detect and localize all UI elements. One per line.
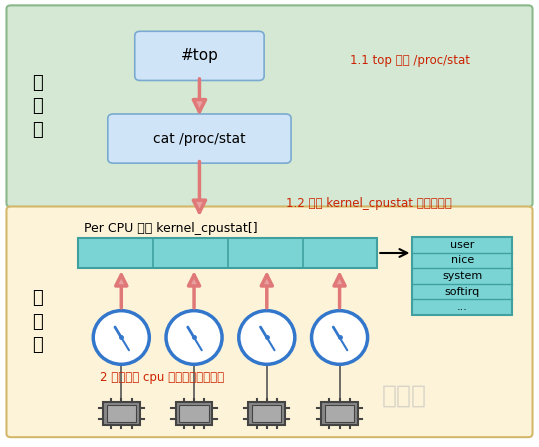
Ellipse shape [239,311,295,364]
Text: 1.2 汇总 kernel_cpustat 变量并输出: 1.2 汇总 kernel_cpustat 变量并输出 [286,197,452,210]
Text: nice: nice [451,255,474,266]
Text: user: user [450,240,474,250]
FancyBboxPatch shape [108,114,291,163]
Text: Per CPU 变量 kernel_cpustat[]: Per CPU 变量 kernel_cpustat[] [84,222,257,236]
Text: 2 定时采样 cpu 利用情况，并汇总: 2 定时采样 cpu 利用情况，并汇总 [100,371,224,384]
Bar [107,405,136,422]
Text: system: system [442,271,482,281]
Text: 小闻网: 小闻网 [382,384,427,408]
Bar [179,405,209,422]
FancyBboxPatch shape [135,31,264,80]
Text: 内
核
态: 内 核 态 [32,289,43,354]
Bar [103,402,140,425]
Ellipse shape [312,311,368,364]
Text: softirq: softirq [445,287,480,297]
Text: #top: #top [181,48,218,63]
Bar [176,402,212,425]
Bar [252,405,281,422]
Text: 1.1 top 打开 /proc/stat: 1.1 top 打开 /proc/stat [350,54,471,67]
FancyBboxPatch shape [6,5,533,207]
Bar [248,402,285,425]
Bar [412,237,512,315]
Text: cat /proc/stat: cat /proc/stat [153,131,246,146]
Bar [325,405,354,422]
Bar [321,402,358,425]
Ellipse shape [166,311,222,364]
FancyBboxPatch shape [6,207,533,437]
Ellipse shape [93,311,149,364]
Text: 用
户
态: 用 户 态 [32,74,43,139]
Bar [78,238,377,268]
Text: ...: ... [457,302,468,312]
